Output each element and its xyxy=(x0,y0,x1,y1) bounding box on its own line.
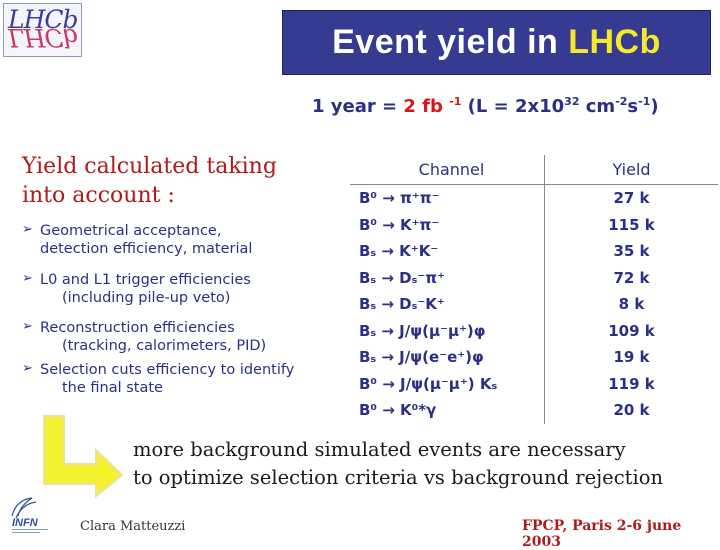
lumi-rest: (L = 2x10 xyxy=(461,96,565,117)
list-item: ➢ Geometrical acceptance, detection effi… xyxy=(22,222,322,271)
yield-header: Yield xyxy=(544,155,718,185)
title-banner: Event yield in LHCb xyxy=(282,10,711,75)
channel-cell: B⁰ → K⁰*γ xyxy=(350,397,545,424)
yield-cell: 72 k xyxy=(613,268,650,287)
l-shaped-arrow-icon xyxy=(43,415,124,498)
channel-cell: Bₛ → Dₛ⁻π⁺ xyxy=(350,264,545,291)
page-title: Event yield in LHCb xyxy=(332,23,661,62)
channel-cell: B⁰ → J/ψ(μ⁻μ⁺) Kₛ xyxy=(350,370,545,397)
channel-cell: B⁰ → π⁺π⁻ xyxy=(350,184,545,212)
channel-cell: Bₛ → J/ψ(μ⁻μ⁺)φ xyxy=(350,317,545,344)
logo-text-mirror: LHCb xyxy=(8,23,78,53)
bullet-main: L0 and L1 trigger efficiencies xyxy=(40,272,251,288)
arrowhead-bullet-icon: ➢ xyxy=(22,361,33,376)
lumi-exp4: -1 xyxy=(638,95,651,108)
yield-cell: 27 k xyxy=(613,189,650,208)
lumi-exp3: -2 xyxy=(615,95,628,108)
yield-cell: 19 k xyxy=(613,348,650,367)
yield-cell: 35 k xyxy=(613,242,650,261)
list-item: ➢ Selection cuts efficiency to identify … xyxy=(22,361,322,397)
infn-logo: INFN xyxy=(11,497,48,533)
svg-text:INFN: INFN xyxy=(12,517,39,529)
list-item: ➢ L0 and L1 trigger efficiencies (includ… xyxy=(22,271,322,319)
table-row: Bₛ → Dₛ⁻K⁺ 8 k xyxy=(350,291,718,318)
yield-table: Channel Yield B⁰ → π⁺π⁻ 27 k B⁰ → K⁺π⁻ 115… xyxy=(350,155,718,424)
arrowhead-bullet-icon: ➢ xyxy=(22,319,33,334)
logo-text: LHCb xyxy=(8,5,79,34)
conclusion-line-1: more background simulated events are nec… xyxy=(133,438,626,461)
lumi-value: 2 fb -1 xyxy=(403,95,462,117)
footer-author: Clara Matteuzzi xyxy=(80,519,186,534)
intro-heading: Yield calculated taking into account : xyxy=(22,154,277,208)
channel-cell: B⁰ → K⁺π⁻ xyxy=(350,211,545,238)
lumi-exp2: 32 xyxy=(564,95,580,108)
table-row: Bₛ → K⁺K⁻ 35 k xyxy=(350,238,718,265)
lumi-exp: -1 xyxy=(449,95,462,108)
bullet-sub: the final state xyxy=(62,380,163,396)
bullet-sub: (including pile-up veto) xyxy=(62,290,231,306)
yield-cell: 109 k xyxy=(608,321,655,340)
luminosity-line: 1 year = 2 fb -1 (L = 2x1032 cm-2s-1) xyxy=(312,95,659,117)
arrowhead-bullet-icon: ➢ xyxy=(22,222,33,237)
title-highlight: LHCb xyxy=(568,23,661,61)
title-prefix: Event yield in xyxy=(332,23,569,61)
lumi-s: s xyxy=(627,96,639,117)
channel-header: Channel xyxy=(350,155,545,185)
table-row: Bₛ → J/ψ(μ⁻μ⁺)φ 109 k xyxy=(350,317,718,344)
table-row: B⁰ → π⁺π⁻ 27 k xyxy=(350,184,718,212)
table-header-row: Channel Yield xyxy=(350,155,718,185)
table-row: Bₛ → J/ψ(e⁻e⁺)φ 19 k xyxy=(350,344,718,371)
bullet-main: Selection cuts efficiency to identify xyxy=(40,362,295,378)
conclusion-text: more background simulated events are nec… xyxy=(133,436,663,492)
table-row: Bₛ → Dₛ⁻π⁺ 72 k xyxy=(350,264,718,291)
arrowhead-bullet-icon: ➢ xyxy=(22,271,33,286)
channel-cell: Bₛ → J/ψ(e⁻e⁺)φ xyxy=(350,344,545,371)
conclusion-line-2: to optimize selection criteria vs backgr… xyxy=(133,466,664,489)
channel-cell: Bₛ → K⁺K⁻ xyxy=(350,238,545,265)
footer-event: FPCP, Paris 2-6 june 2003 xyxy=(522,518,682,550)
table-row: B⁰ → J/ψ(μ⁻μ⁺) Kₛ 119 k xyxy=(350,370,718,397)
bullet-sub: (tracking, calorimeters, PID) xyxy=(62,338,267,354)
table-row: B⁰ → K⁰*γ 20 k xyxy=(350,397,718,424)
bullet-sub: detection efficiency, material xyxy=(40,241,253,257)
channel-cell: Bₛ → Dₛ⁻K⁺ xyxy=(350,291,545,318)
bullet-main: Geometrical acceptance, xyxy=(40,223,222,239)
lumi-value-text: 2 fb xyxy=(403,96,443,117)
yield-cell: 115 k xyxy=(608,215,655,234)
yield-cell: 20 k xyxy=(613,401,650,420)
lumi-prefix: 1 year = xyxy=(312,96,404,117)
lumi-close: ) xyxy=(650,96,659,117)
yield-cell: 119 k xyxy=(608,374,655,393)
bullet-main: Reconstruction efficiencies xyxy=(40,320,235,336)
yield-cell: 8 k xyxy=(618,295,645,314)
table-row: B⁰ → K⁺π⁻ 115 k xyxy=(350,211,718,238)
lumi-unit: cm xyxy=(579,96,616,117)
list-item: ➢ Reconstruction efficiencies (tracking,… xyxy=(22,319,322,361)
lhcb-logo: LHCb LHCb xyxy=(3,3,82,57)
bullet-list: ➢ Geometrical acceptance, detection effi… xyxy=(22,222,322,397)
